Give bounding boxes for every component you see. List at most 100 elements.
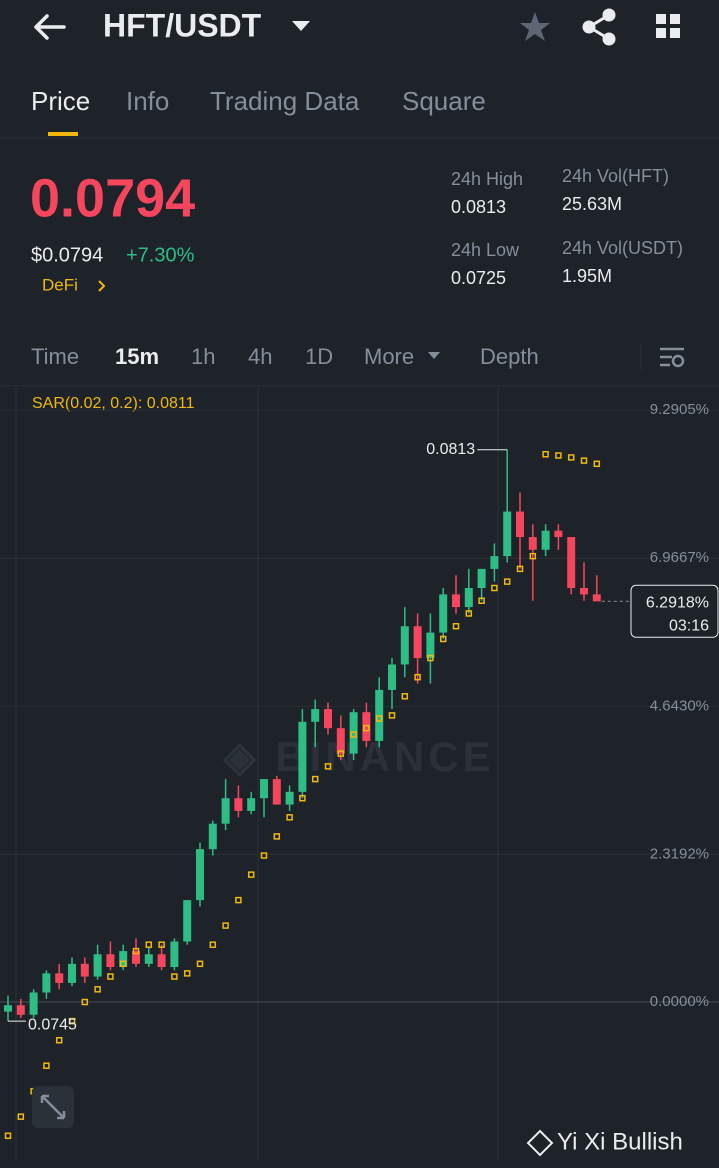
candle-body — [311, 709, 320, 722]
candle-body — [144, 954, 153, 964]
candle-body — [336, 728, 345, 754]
tab-indicator — [48, 132, 78, 136]
countdown-label: 03:16 — [669, 617, 709, 634]
sar-dot — [196, 960, 204, 968]
candle-body — [541, 530, 550, 550]
y-tick-label: 6.9667% — [650, 549, 709, 566]
candle-body — [490, 556, 499, 569]
candle-body — [68, 963, 76, 983]
share-icon[interactable] — [582, 8, 616, 46]
sar-dot — [209, 941, 217, 948]
candle-body — [157, 954, 166, 967]
back-button[interactable] — [34, 14, 66, 40]
candle-body — [4, 1005, 12, 1012]
candle-body — [16, 1005, 25, 1015]
candle-body — [452, 594, 460, 608]
candle-body — [477, 568, 486, 589]
sar-dot — [273, 833, 281, 840]
sar-dot — [529, 552, 537, 560]
sar-dot — [516, 565, 524, 573]
stat-value: 0.0813 — [451, 197, 506, 217]
sar-dot — [260, 852, 268, 859]
low-label: 0.0745 — [28, 1016, 77, 1033]
pair-title[interactable]: HFT/USDT — [103, 7, 262, 43]
y-tick-label: 9.2905% — [650, 401, 709, 418]
candle-body — [554, 530, 563, 538]
candle-body — [247, 798, 256, 811]
sar-dot — [465, 610, 473, 617]
stat-label: 24h High — [451, 169, 523, 189]
sar-dot — [375, 715, 383, 722]
candle-body — [170, 941, 179, 967]
sar-dot — [503, 578, 511, 585]
sar-dot — [222, 922, 229, 929]
watermark-logo — [526, 1129, 554, 1157]
current-price-box — [630, 584, 719, 638]
candle-body — [260, 779, 268, 799]
sar-dot — [171, 973, 178, 980]
interval[interactable]: More — [364, 344, 414, 369]
sar-dot — [555, 452, 562, 459]
candle-body — [285, 791, 294, 805]
sar-dot — [145, 941, 153, 948]
y-tick-label: 0.0000% — [650, 993, 709, 1010]
sar-dot — [235, 896, 242, 904]
sar-dot — [286, 814, 293, 821]
price-change: +7.30% — [126, 244, 195, 266]
interval[interactable]: 1h — [191, 344, 215, 369]
sar-dot — [4, 1132, 12, 1140]
interval[interactable]: 1D — [305, 344, 333, 369]
tab[interactable]: Trading Data — [210, 86, 360, 116]
more-dropdown — [428, 352, 440, 359]
candle-body — [349, 712, 358, 754]
menu-icon[interactable] — [656, 14, 680, 38]
favorite-icon[interactable] — [520, 12, 550, 41]
tag-arrow — [98, 280, 106, 292]
candle-body — [464, 588, 473, 608]
sar-dot — [43, 1062, 50, 1069]
y-tick-label: 4.6430% — [650, 697, 709, 714]
candle-body — [183, 900, 192, 942]
stat-label: 24h Low — [451, 240, 520, 260]
pair-dropdown[interactable] — [292, 21, 310, 31]
candle-body — [528, 537, 537, 550]
indicator-label: SAR(0.02, 0.2): 0.0811 — [32, 395, 195, 412]
sar-dot — [311, 775, 319, 783]
tab[interactable]: Price — [31, 86, 90, 116]
plot: 9.2905% 6.9667% 4.6430% 2.3192% 0.0000% 0.081… — [0, 401, 719, 1140]
candle-body — [119, 951, 128, 967]
sar-dot — [158, 941, 165, 948]
sar-dot — [132, 947, 140, 955]
usd-price: $0.0794 — [31, 244, 103, 266]
sar-dot — [55, 1037, 63, 1044]
tab[interactable]: Square — [402, 86, 486, 116]
candle-body — [196, 849, 204, 901]
sar-dot — [17, 1113, 25, 1120]
chart-settings-icon[interactable] — [660, 347, 685, 368]
candle-body — [42, 973, 51, 993]
last-price: 0.0794 — [30, 168, 195, 228]
stat-value: 25.63M — [562, 194, 622, 214]
sar-dot — [68, 1017, 76, 1025]
candle-body — [567, 537, 576, 589]
sar-dot — [119, 960, 127, 968]
sar-dot — [542, 450, 549, 458]
interval[interactable]: 15m — [115, 344, 159, 369]
sar-dot — [107, 973, 114, 980]
interval[interactable]: Time — [31, 344, 79, 369]
candle-body — [298, 721, 307, 792]
sar-dot — [388, 712, 396, 719]
candle-body — [516, 511, 524, 538]
category-tag[interactable]: DeFi — [42, 275, 78, 294]
interval[interactable]: Depth — [480, 344, 539, 369]
sar-dot — [183, 970, 191, 977]
stat-value: 0.0725 — [451, 268, 506, 288]
sar-dot — [350, 731, 357, 738]
interval[interactable]: 4h — [248, 344, 272, 369]
candle-body — [221, 798, 230, 824]
sar-dot — [247, 871, 255, 878]
tab[interactable]: Info — [126, 86, 169, 116]
candle-body — [503, 511, 512, 557]
